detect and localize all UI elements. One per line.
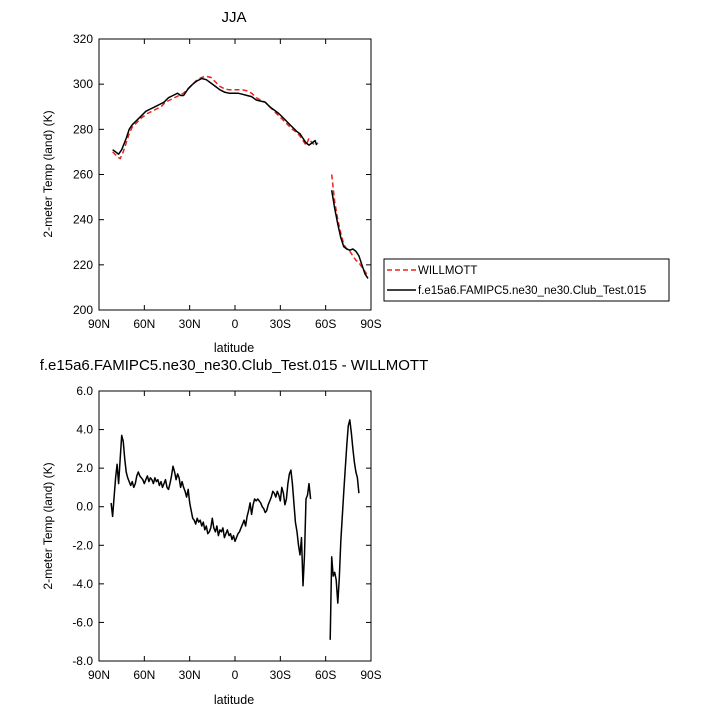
y-tick-label: 200 bbox=[73, 303, 93, 317]
x-tick-label: 90S bbox=[360, 317, 381, 331]
y-tick-label: -8.0 bbox=[72, 654, 93, 668]
y-tick-label: 6.0 bbox=[76, 384, 93, 398]
x-axis-label-bottom: latitude bbox=[214, 693, 254, 707]
series-group-bottom bbox=[110, 419, 360, 640]
y-tick-label: 300 bbox=[73, 77, 93, 91]
x-tick-label: 30N bbox=[179, 668, 201, 682]
y-tick-label: 4.0 bbox=[76, 423, 93, 437]
legend-label-model: f.e15a6.FAMIPC5.ne30_ne30.Club_Test.015 bbox=[418, 285, 646, 297]
y-axis-label-top: 2-meter Temp (land) (K) bbox=[41, 110, 55, 237]
axes-bottom: 90N 60N 30N 0 30S 60S 90S -8.0 -6.0 -4.0 -2.0 0.0 2.… bbox=[72, 384, 381, 682]
x-tick-label: 0 bbox=[232, 317, 239, 331]
legend: WILLMOTT f.e15a6.FAMIPC5.ne30_ne30.Club_… bbox=[383, 258, 670, 302]
x-tick-label: 60S bbox=[315, 317, 336, 331]
y-tick-label: 0.0 bbox=[76, 500, 93, 514]
y-tick-label: 260 bbox=[73, 168, 93, 182]
x-axis-label-top: latitude bbox=[214, 341, 254, 355]
series-line-0-1-seg1 bbox=[330, 190, 369, 279]
x-tick-label: 30S bbox=[270, 668, 291, 682]
plot-frame-top bbox=[98, 38, 372, 311]
legend-label-willmott: WILLMOTT bbox=[418, 265, 477, 277]
x-tick-label: 90N bbox=[88, 317, 110, 331]
x-tick-label: 90N bbox=[88, 668, 110, 682]
series-line-1-0-seg0 bbox=[110, 434, 312, 587]
x-tick-label: 90S bbox=[360, 668, 381, 682]
y-tick-label: -6.0 bbox=[72, 615, 93, 629]
x-tick-label: 30N bbox=[179, 317, 201, 331]
series-line-0-1-seg0 bbox=[112, 77, 318, 155]
y-tick-label: 2.0 bbox=[76, 461, 93, 475]
x-tick-label: 0 bbox=[232, 668, 239, 682]
series-line-0-0-seg0 bbox=[112, 75, 319, 160]
y-axis-label-bottom: 2-meter Temp (land) (K) bbox=[41, 462, 55, 589]
x-tick-label: 60N bbox=[133, 668, 155, 682]
series-group-top bbox=[112, 75, 369, 279]
y-tick-label: 240 bbox=[73, 213, 93, 227]
y-tick-label: -4.0 bbox=[72, 577, 93, 591]
series-line-0-0-seg1 bbox=[330, 174, 369, 277]
axes-top: 90N 60N 30N 0 30S 60S 90S 200 220 240 260 280 300 320 bbox=[73, 32, 382, 331]
y-tick-label: 280 bbox=[73, 122, 93, 136]
chart-title-top: JJA bbox=[221, 9, 246, 26]
y-tick-label: 220 bbox=[73, 258, 93, 272]
y-tick-label: -2.0 bbox=[72, 538, 93, 552]
chart-title-bottom: f.e15a6.FAMIPC5.ne30_ne30.Club_Test.015 … bbox=[40, 357, 429, 374]
series-line-1-0-seg1 bbox=[329, 419, 360, 640]
x-tick-label: 60S bbox=[315, 668, 336, 682]
x-tick-label: 60N bbox=[133, 317, 155, 331]
legend-box bbox=[383, 258, 670, 302]
y-tick-label: 320 bbox=[73, 32, 93, 46]
x-tick-label: 30S bbox=[270, 317, 291, 331]
